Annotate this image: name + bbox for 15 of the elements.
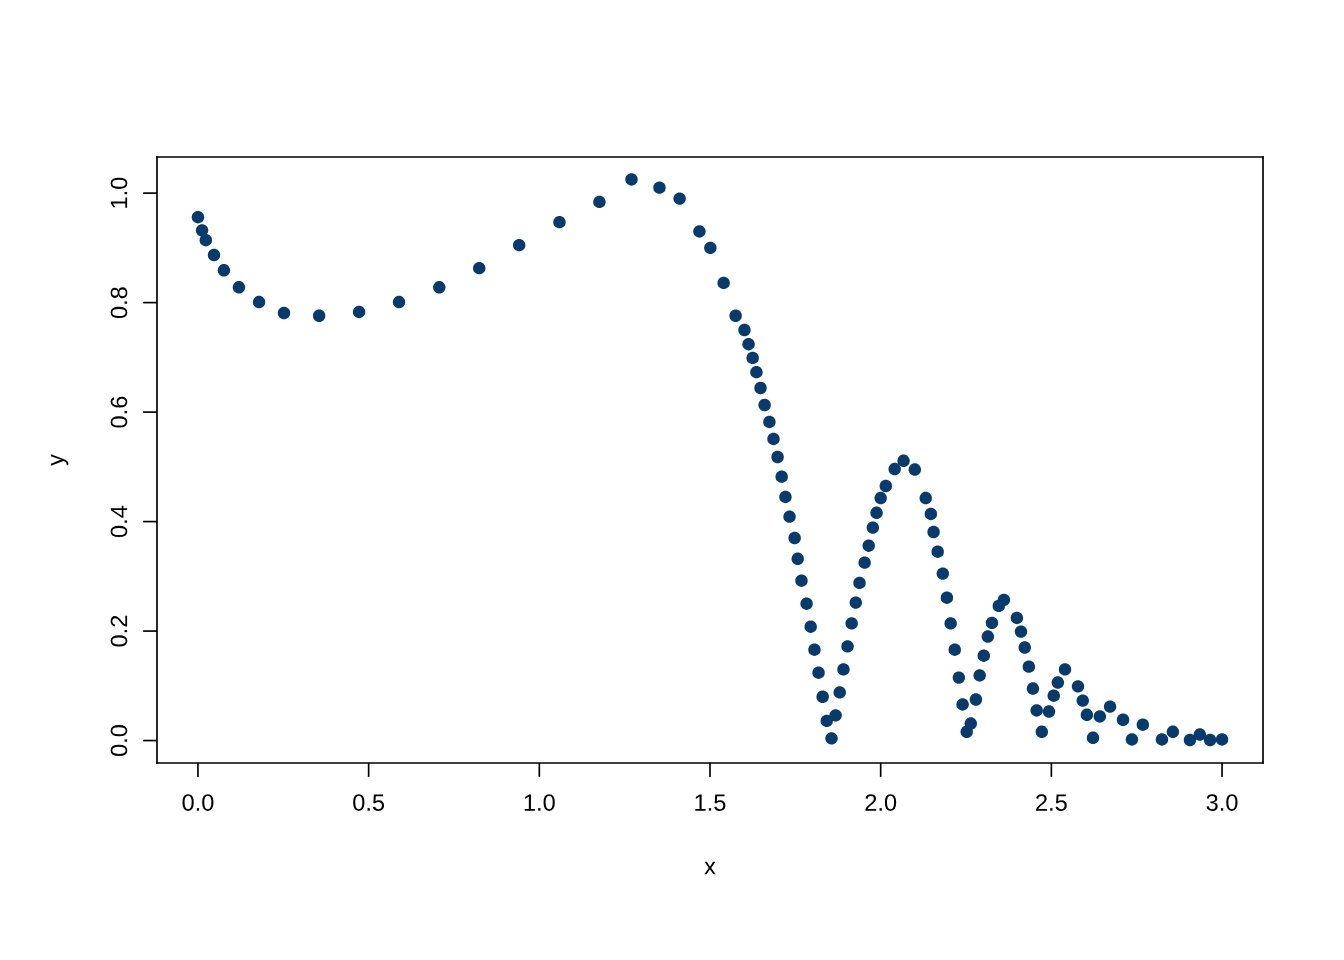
y-tick-label: 0.8 xyxy=(110,287,128,319)
x-tick-label: 3.0 xyxy=(1206,794,1238,811)
y-axis-title: y xyxy=(50,454,69,466)
y-tick-label: 0.6 xyxy=(110,396,128,428)
x-tick-label: 1.0 xyxy=(524,794,555,811)
y-tick-label: 0.0 xyxy=(110,725,128,757)
x-tick-label: 2.5 xyxy=(1036,794,1067,811)
x-tick-label: 0.5 xyxy=(353,794,385,811)
y-tick-label: 0.2 xyxy=(110,615,128,647)
y-tick-label: 1.0 xyxy=(110,177,128,208)
x-tick-label: 2.0 xyxy=(865,794,897,811)
x-axis-title: x xyxy=(704,861,716,875)
x-tick-label: 1.5 xyxy=(695,794,726,811)
x-tick-label: 0.0 xyxy=(182,794,214,811)
y-tick-label: 0.4 xyxy=(110,505,128,538)
